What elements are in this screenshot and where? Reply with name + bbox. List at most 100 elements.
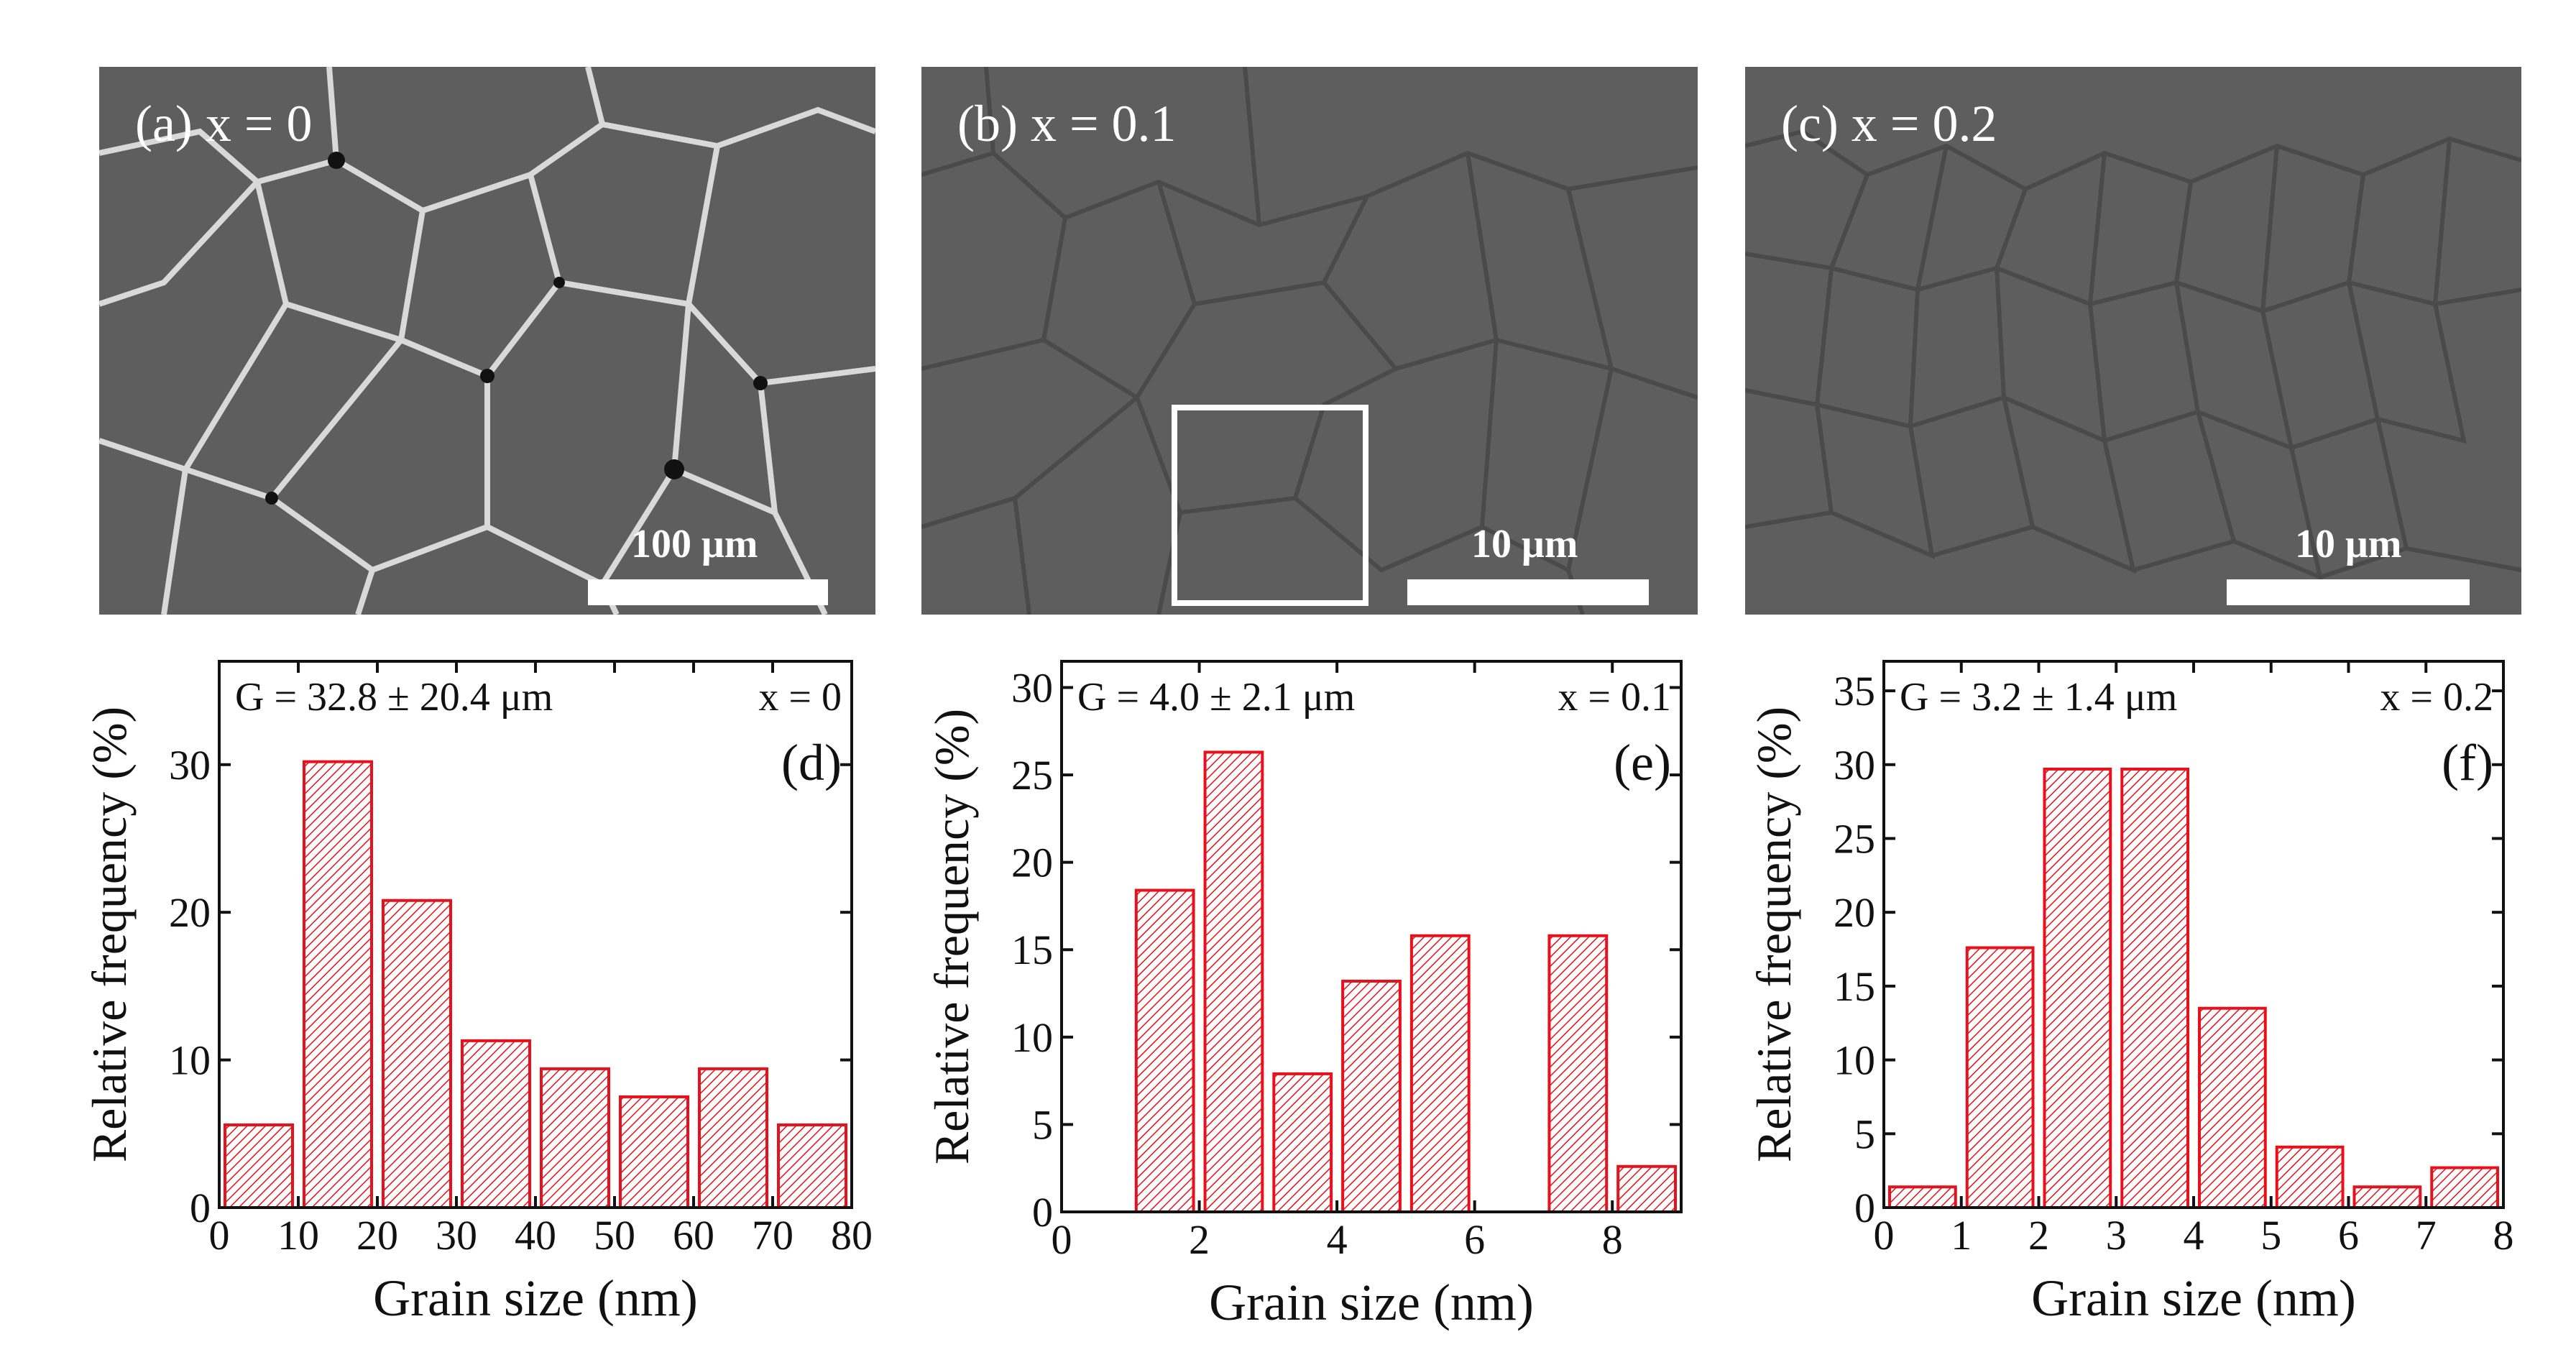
panel-label-c: (c) x = 0.2	[1781, 95, 1997, 152]
histogram-bar	[619, 1095, 689, 1209]
histogram-bar	[1409, 934, 1471, 1214]
histogram-bar	[540, 1067, 610, 1210]
y-tick-label: 30	[1834, 742, 1875, 789]
sem-image-b: (b) x = 0.1 10 μm	[921, 67, 1698, 615]
panel-label-b: (b) x = 0.1	[957, 95, 1177, 152]
histogram-bar	[2275, 1145, 2345, 1210]
x-tick-label: 0	[1052, 1216, 1072, 1263]
panel-letter: (f)	[2442, 734, 2493, 791]
plot-frame	[1060, 660, 1683, 1213]
histogram-bar	[303, 760, 373, 1209]
x-tick-label: 6	[1464, 1216, 1485, 1263]
panel-letter: (d)	[781, 734, 842, 791]
histogram-1: 0 2 4 6 8 0 5 10 15 20 25 30 Grain size (nm) Relative…	[924, 660, 1683, 1331]
x-tick-label: 0	[1874, 1212, 1895, 1259]
y-tick-label: 35	[1834, 668, 1875, 714]
x-tick-label: 2	[2028, 1212, 2049, 1259]
x-tick-label: 1	[1951, 1212, 1972, 1259]
panel-label-a: (a) x = 0	[135, 95, 313, 152]
x-tick-label: 50	[594, 1212, 635, 1259]
x-axis-label: Grain size (nm)	[2031, 1269, 2356, 1327]
histogram-2: 0 1 2 3 4 5 6 7 8 0 5 10 15 20 25 30 35 Grain size (nm) Re…	[1747, 660, 2514, 1327]
x-tick-label: 7	[2416, 1212, 2437, 1259]
histogram-bar	[1965, 946, 2035, 1209]
y-tick-label: 20	[1834, 889, 1875, 936]
x-tick-label: 80	[831, 1212, 873, 1259]
x-tick-label: 70	[752, 1212, 794, 1259]
histogram-bar	[1272, 1072, 1333, 1214]
y-tick-label: 10	[169, 1037, 211, 1084]
y-axis-label: Relative frequency (%)	[82, 707, 137, 1162]
x-tick-label: 2	[1189, 1216, 1210, 1263]
x-tick-label: 20	[356, 1212, 398, 1259]
x-tick-label: 8	[1602, 1216, 1623, 1263]
histogram-bar	[1616, 1164, 1677, 1214]
x-tick-label: 40	[515, 1212, 556, 1259]
y-tick-label: 0	[1854, 1185, 1875, 1231]
scale-bar-label-a: 100 μm	[631, 522, 758, 566]
y-axis-label: Relative frequency (%)	[924, 709, 979, 1164]
histogram-bar	[224, 1123, 294, 1210]
y-tick-label: 25	[1834, 815, 1875, 862]
histogram-bar	[2430, 1166, 2499, 1209]
y-tick-label: 25	[1011, 752, 1053, 799]
y-tick-label: 15	[1834, 963, 1875, 1010]
sem-image-a: (a) x = 0 100 μm	[99, 67, 875, 615]
scale-bar-a	[588, 579, 828, 605]
y-tick-label: 10	[1834, 1037, 1875, 1084]
y-tick-label: 20	[169, 889, 211, 936]
scale-bar-b	[1407, 579, 1649, 605]
inset-box-b	[1172, 405, 1368, 606]
y-tick-label: 10	[1011, 1014, 1053, 1061]
x-tick-label: 0	[209, 1212, 230, 1259]
histogram-bar	[2352, 1185, 2422, 1210]
grain-boundaries-b	[921, 67, 1698, 615]
grain-size-annotation: G = 3.2 ± 1.4 μm	[1900, 675, 2177, 720]
y-tick-label: 0	[190, 1185, 211, 1231]
histogram-bar	[698, 1067, 768, 1210]
y-tick-label: 15	[1011, 927, 1053, 973]
y-tick-label: 5	[1854, 1111, 1875, 1157]
histogram-bar	[2198, 1006, 2267, 1210]
scale-bar-label-c: 10 μm	[2295, 522, 2402, 566]
x-tick-label: 6	[2338, 1212, 2359, 1259]
x-tick-label: 5	[2260, 1212, 2281, 1259]
histogram-bar	[1888, 1185, 1957, 1210]
histogram-bar	[1341, 980, 1402, 1213]
y-tick-label: 20	[1011, 840, 1053, 886]
histogram-0: 0 10 20 30 40 50 60 70 80 0 10 20 30 Grain size (nm) R…	[82, 660, 873, 1327]
histogram-bar	[1134, 888, 1195, 1213]
histogram-bar	[382, 898, 452, 1209]
y-tick-label: 0	[1032, 1189, 1053, 1236]
scale-bar-c	[2227, 579, 2470, 605]
x-axis-label: Grain size (nm)	[1209, 1274, 1534, 1331]
grain-size-annotation: G = 4.0 ± 2.1 μm	[1077, 675, 1355, 720]
y-tick-label: 30	[169, 742, 211, 789]
histogram-bar	[2043, 767, 2112, 1209]
composition-label: x = 0.1	[1558, 675, 1671, 720]
x-tick-label: 8	[2493, 1212, 2514, 1259]
x-tick-label: 3	[2106, 1212, 2127, 1259]
x-tick-label: 30	[436, 1212, 477, 1259]
histogram-bar	[1203, 750, 1264, 1213]
composition-label: x = 0.2	[2380, 675, 2493, 720]
histogram-bar	[2120, 767, 2189, 1209]
grain-boundaries-c	[1745, 129, 2521, 581]
scale-bar-label-b: 10 μm	[1471, 522, 1578, 566]
histogram-bar	[461, 1039, 531, 1209]
x-tick-label: 10	[277, 1212, 319, 1259]
sem-image-c: (c) x = 0.2 10 μm	[1745, 67, 2521, 615]
grain-size-annotation: G = 32.8 ± 20.4 μm	[235, 675, 553, 720]
x-tick-label: 60	[673, 1212, 714, 1259]
x-tick-label: 4	[2184, 1212, 2204, 1259]
histogram-bar	[777, 1123, 847, 1210]
x-tick-label: 4	[1327, 1216, 1348, 1263]
y-tick-label: 30	[1011, 664, 1053, 711]
histogram-bar	[1547, 934, 1609, 1214]
x-axis-label: Grain size (nm)	[373, 1269, 698, 1327]
panel-letter: (e)	[1614, 734, 1671, 791]
grain-boundaries-a	[99, 67, 875, 615]
y-axis-label: Relative frequency (%)	[1747, 707, 1801, 1162]
y-tick-label: 5	[1032, 1101, 1053, 1148]
